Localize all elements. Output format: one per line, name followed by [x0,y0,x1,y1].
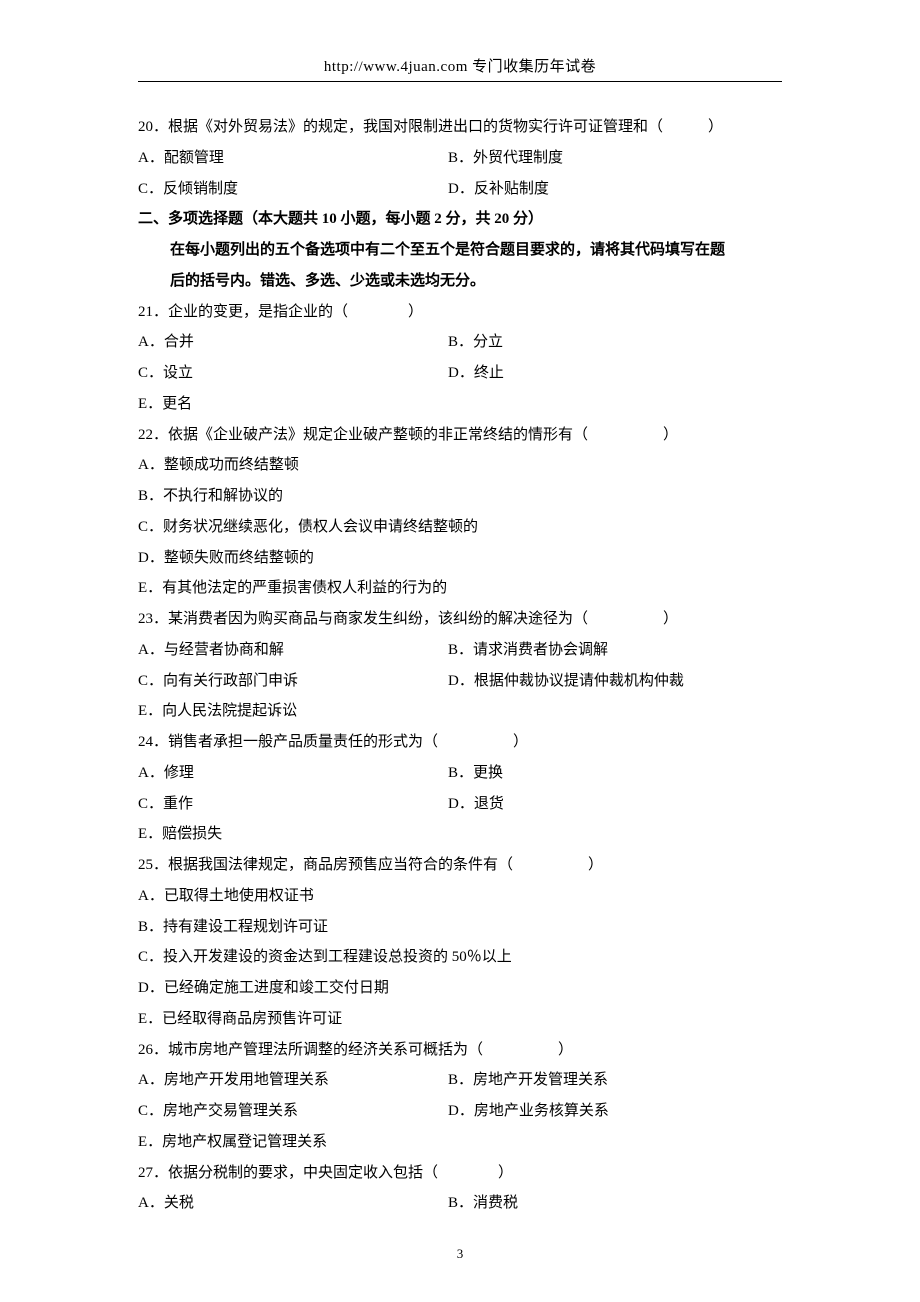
option-24-b: B．更换 [448,758,782,789]
option-25-e: E．已经取得商品房预售许可证 [138,1004,782,1035]
question-22-text: 22．依据《企业破产法》规定企业破产整顿的非正常终结的情形有（ ） [138,420,782,451]
option-24-c: C．重作 [138,789,448,820]
section2-instr-line2: 后的括号内。错选、多选、少选或未选均无分。 [138,266,782,297]
option-24-e: E．赔偿损失 [138,819,782,850]
question-24-text: 24．销售者承担一般产品质量责任的形式为（ ） [138,727,782,758]
question-27-text: 27．依据分税制的要求，中央固定收入包括（ ） [138,1158,782,1189]
option-26-d: D．房地产业务核算关系 [448,1096,782,1127]
option-22-a: A．整顿成功而终结整顿 [138,450,782,481]
question-27-row-ab: A．关税 B．消费税 [138,1188,782,1219]
option-26-c: C．房地产交易管理关系 [138,1096,448,1127]
question-23-text: 23．某消费者因为购买商品与商家发生纠纷，该纠纷的解决途径为（ ） [138,604,782,635]
question-23-row-ab: A．与经营者协商和解 B．请求消费者协会调解 [138,635,782,666]
section2-instr-line1: 在每小题列出的五个备选项中有二个至五个是符合题目要求的，请将其代码填写在题 [138,235,782,266]
option-27-b: B．消费税 [448,1188,782,1219]
question-26-row-ab: A．房地产开发用地管理关系 B．房地产开发管理关系 [138,1065,782,1096]
question-21-row-cd: C．设立 D．终止 [138,358,782,389]
option-21-b: B．分立 [448,327,782,358]
option-22-c: C．财务状况继续恶化，债权人会议申请终结整顿的 [138,512,782,543]
option-24-a: A．修理 [138,758,448,789]
option-22-d: D．整顿失败而终结整顿的 [138,543,782,574]
option-27-a: A．关税 [138,1188,448,1219]
option-23-b: B．请求消费者协会调解 [448,635,782,666]
option-21-a: A．合并 [138,327,448,358]
option-26-e: E．房地产权属登记管理关系 [138,1127,782,1158]
option-25-a: A．已取得土地使用权证书 [138,881,782,912]
option-20-d: D．反补贴制度 [448,174,782,205]
option-23-e: E．向人民法院提起诉讼 [138,696,782,727]
question-24-row-ab: A．修理 B．更换 [138,758,782,789]
question-20-text: 20．根据《对外贸易法》的规定，我国对限制进出口的货物实行许可证管理和（ ） [138,112,782,143]
option-26-a: A．房地产开发用地管理关系 [138,1065,448,1096]
page-number: 3 [0,1246,920,1262]
question-20-row-cd: C．反倾销制度 D．反补贴制度 [138,174,782,205]
option-25-b: B．持有建设工程规划许可证 [138,912,782,943]
option-21-c: C．设立 [138,358,448,389]
question-23-row-cd: C．向有关行政部门申诉 D．根据仲裁协议提请仲裁机构仲裁 [138,666,782,697]
content-body: 20．根据《对外贸易法》的规定，我国对限制进出口的货物实行许可证管理和（ ） A… [138,112,782,1219]
section2-title: 二、多项选择题（本大题共 10 小题，每小题 2 分，共 20 分） [138,204,782,235]
option-20-c: C．反倾销制度 [138,174,448,205]
option-22-e: E．有其他法定的严重损害债权人利益的行为的 [138,573,782,604]
question-20-row-ab: A．配额管理 B．外贸代理制度 [138,143,782,174]
question-21-text: 21．企业的变更，是指企业的（ ） [138,297,782,328]
question-26-text: 26．城市房地产管理法所调整的经济关系可概括为（ ） [138,1035,782,1066]
option-22-b: B．不执行和解协议的 [138,481,782,512]
option-23-d: D．根据仲裁协议提请仲裁机构仲裁 [448,666,782,697]
option-25-c: C．投入开发建设的资金达到工程建设总投资的 50％以上 [138,942,782,973]
header-divider [138,81,782,82]
option-26-b: B．房地产开发管理关系 [448,1065,782,1096]
option-20-b: B．外贸代理制度 [448,143,782,174]
page-container: http://www.4juan.com 专门收集历年试卷 20．根据《对外贸易… [0,0,920,1259]
option-24-d: D．退货 [448,789,782,820]
question-26-row-cd: C．房地产交易管理关系 D．房地产业务核算关系 [138,1096,782,1127]
question-21-row-ab: A．合并 B．分立 [138,327,782,358]
option-23-c: C．向有关行政部门申诉 [138,666,448,697]
option-21-d: D．终止 [448,358,782,389]
option-20-a: A．配额管理 [138,143,448,174]
question-24-row-cd: C．重作 D．退货 [138,789,782,820]
option-21-e: E．更名 [138,389,782,420]
option-23-a: A．与经营者协商和解 [138,635,448,666]
header-url: http://www.4juan.com 专门收集历年试卷 [138,55,782,76]
question-25-text: 25．根据我国法律规定，商品房预售应当符合的条件有（ ） [138,850,782,881]
option-25-d: D．已经确定施工进度和竣工交付日期 [138,973,782,1004]
